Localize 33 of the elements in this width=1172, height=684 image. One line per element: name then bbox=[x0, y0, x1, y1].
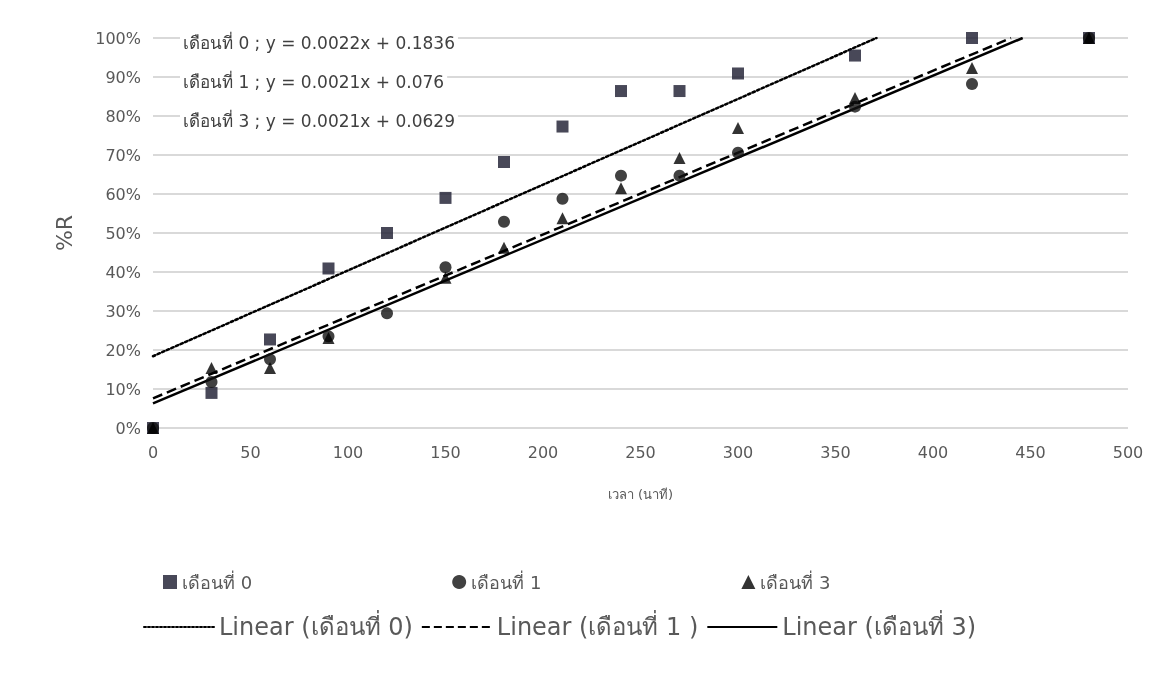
annotation: เดือนที่ 0 ; y = 0.0022x + 0.1836 bbox=[183, 30, 455, 53]
legend-label: Linear (เดือนที่ 0) bbox=[219, 610, 413, 641]
y-tick-label: 70% bbox=[105, 145, 141, 165]
x-tick-label: 0 bbox=[147, 442, 159, 462]
x-axis-title: เวลา (นาที) bbox=[607, 487, 674, 502]
x-tick-label: 150 bbox=[430, 442, 461, 462]
x-tick-label: 250 bbox=[625, 442, 656, 462]
y-tick-label: 10% bbox=[105, 379, 141, 399]
legend-label: เดือนที่ 3 bbox=[760, 569, 831, 593]
y-tick-label: 90% bbox=[105, 67, 141, 87]
legend-label: Linear (เดือนที่ 3) bbox=[782, 610, 977, 641]
x-tick-label: 50 bbox=[240, 442, 261, 462]
x-tick-label: 450 bbox=[1015, 442, 1046, 462]
x-tick-label: 400 bbox=[917, 442, 949, 462]
legend-label: Linear (เดือนที่ 1 ) bbox=[496, 610, 699, 641]
y-tick-label: 30% bbox=[105, 301, 141, 321]
x-tick-label: 200 bbox=[527, 442, 559, 462]
x-tick-label: 500 bbox=[1112, 442, 1144, 462]
y-tick-label: 0% bbox=[115, 418, 141, 438]
y-tick-label: 50% bbox=[105, 223, 141, 243]
x-tick-label: 350 bbox=[820, 442, 851, 462]
legend-label: เดือนที่ 0 bbox=[182, 569, 253, 593]
y-tick-label: 80% bbox=[105, 106, 141, 126]
annotation: เดือนที่ 3 ; y = 0.0021x + 0.0629 bbox=[183, 108, 455, 131]
y-tick-label: 20% bbox=[105, 340, 141, 360]
annotation: เดือนที่ 1 ; y = 0.0021x + 0.076 bbox=[183, 69, 445, 92]
y-tick-label: 60% bbox=[105, 184, 141, 204]
y-tick-label: 40% bbox=[105, 262, 141, 282]
x-tick-label: 100 bbox=[332, 442, 364, 462]
y-axis-title: %R bbox=[51, 214, 77, 252]
x-tick-label: 300 bbox=[722, 442, 754, 462]
y-tick-label: 100% bbox=[95, 28, 141, 48]
legend-label: เดือนที่ 1 bbox=[471, 569, 542, 593]
